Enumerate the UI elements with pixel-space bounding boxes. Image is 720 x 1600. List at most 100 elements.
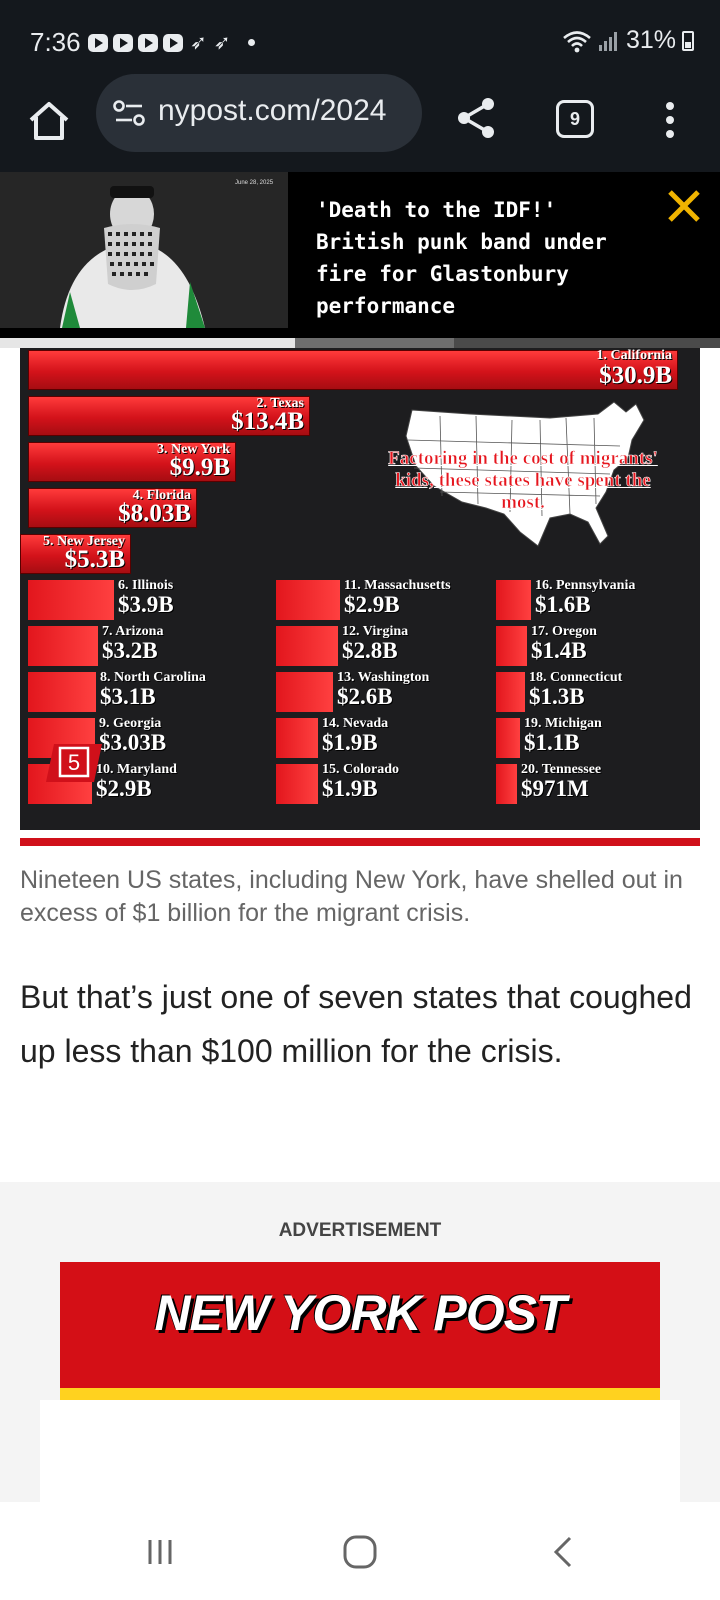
us-map-graphic bbox=[405, 401, 645, 547]
banner-progress-bar bbox=[0, 338, 720, 348]
banner-headline[interactable]: 'Death to the IDF!' British punk band un… bbox=[316, 198, 607, 318]
chart-value-label: $2.8B bbox=[342, 638, 398, 663]
recent-apps-icon[interactable] bbox=[140, 1532, 180, 1572]
ad-loading-overlay bbox=[40, 1400, 680, 1502]
chart-category-label: 17. Oregon bbox=[531, 624, 597, 639]
chart-category-label: 12. Virgina bbox=[342, 624, 409, 639]
chart-value-label: $8.03B bbox=[118, 500, 191, 527]
chart-bar bbox=[496, 718, 520, 758]
tab-switcher-button[interactable]: 9 bbox=[556, 100, 594, 138]
chart-value-label: $1.4B bbox=[531, 638, 587, 663]
chart-category-label: 18. Connecticut bbox=[529, 670, 623, 685]
chart-category-label: 3. New York bbox=[157, 442, 230, 457]
slide-number-text: 5 bbox=[68, 750, 80, 775]
chart-bar bbox=[28, 396, 310, 436]
notification-icons: ➶ ➶ bbox=[88, 30, 255, 55]
youtube-icon bbox=[113, 33, 133, 52]
url-text[interactable]: nypost.com/2024 bbox=[158, 94, 387, 127]
chart-category-label: 13. Washington bbox=[337, 670, 430, 685]
chart-value-label: $2.9B bbox=[344, 592, 400, 617]
chart-category-label: 14. Nevada bbox=[322, 716, 389, 731]
chart-bar bbox=[28, 580, 114, 620]
advertisement-label: ADVERTISEMENT bbox=[278, 1220, 442, 1241]
chart-bar bbox=[276, 764, 318, 804]
wifi-icon bbox=[563, 30, 591, 52]
chart-category-label: 15. Colorado bbox=[322, 762, 399, 777]
chart-bar bbox=[276, 580, 340, 620]
chart-value-label: $1.1B bbox=[524, 730, 580, 755]
image-caption: Nineteen US states, including New York, … bbox=[20, 866, 683, 927]
chart-value-label: $9.9B bbox=[169, 454, 230, 481]
home-nav-icon[interactable] bbox=[340, 1532, 380, 1572]
status-bar: 7:36 ➶ ➶ 31% bbox=[0, 0, 720, 80]
chart-value-label: $1.9B bbox=[322, 776, 378, 801]
chart-bar bbox=[496, 764, 517, 804]
chart-category-label: 16. Pennsylvania bbox=[535, 578, 636, 593]
news-banner[interactable]: June 28, 2025 'Death to the IDF!' Britis… bbox=[0, 172, 720, 342]
chart-bar bbox=[276, 718, 318, 758]
chart-category-label: 2. Texas bbox=[256, 396, 304, 411]
chart-category-label: 6. Illinois bbox=[118, 578, 174, 593]
chart-category-label: 8. North Carolina bbox=[100, 670, 206, 685]
chart-category-label: 7. Arizona bbox=[102, 624, 164, 639]
chart-value-label: $3.9B bbox=[118, 592, 174, 617]
chart-bar bbox=[28, 350, 678, 390]
home-icon[interactable] bbox=[26, 98, 72, 144]
chart-bar bbox=[28, 626, 98, 666]
slide-number-badge[interactable]: 5 bbox=[44, 740, 104, 786]
chart-value-label: $3.2B bbox=[102, 638, 158, 663]
site-settings-icon[interactable] bbox=[112, 98, 146, 128]
chart-value-label: $3.03B bbox=[99, 730, 167, 755]
chart-bar bbox=[496, 672, 525, 712]
chart-category-label: 4. Florida bbox=[132, 488, 191, 503]
banner-thumbnail[interactable]: June 28, 2025 bbox=[0, 172, 288, 328]
chart-category-label: 5. New Jersey bbox=[42, 534, 125, 549]
share-icon[interactable] bbox=[452, 94, 500, 142]
chart-bar bbox=[20, 534, 131, 574]
migrant-cost-graphic: Factoring in the cost of migrants' kids,… bbox=[20, 348, 700, 830]
chart-value-label: $971M bbox=[521, 776, 589, 801]
chart-bar bbox=[276, 626, 338, 666]
status-time: 7:36 bbox=[30, 27, 81, 57]
overflow-menu-icon[interactable] bbox=[660, 96, 680, 144]
close-icon[interactable] bbox=[664, 186, 704, 226]
chart-value-label: $1.3B bbox=[529, 684, 585, 709]
thumbnail-date: June 28, 2025 bbox=[235, 180, 274, 186]
protester-photo bbox=[0, 172, 288, 328]
telegram-icon: ➶ bbox=[190, 32, 207, 54]
ad-logo-text: NEW YORK POST bbox=[154, 1285, 566, 1341]
chart-value-label: $1.9B bbox=[322, 730, 378, 755]
chart-bar bbox=[28, 672, 96, 712]
chart-category-label: 10. Maryland bbox=[96, 762, 177, 777]
back-icon[interactable] bbox=[544, 1532, 584, 1572]
chart-title: Factoring in the cost of migrants' kids,… bbox=[388, 448, 658, 514]
chart-value-label: $3.1B bbox=[100, 684, 156, 709]
article-paragraph: But that’s just one of seven states that… bbox=[20, 979, 692, 1069]
chart-bar bbox=[496, 580, 531, 620]
chart-bar bbox=[28, 488, 197, 528]
chart-category-label: 1. California bbox=[596, 348, 672, 363]
signal-icon bbox=[598, 31, 617, 51]
youtube-icon bbox=[88, 33, 108, 52]
youtube-icon bbox=[138, 33, 158, 52]
more-notifications-dot-icon bbox=[247, 39, 255, 46]
chart-value-label: $2.9B bbox=[96, 776, 152, 801]
chart-category-label: 11. Massachusetts bbox=[344, 578, 451, 593]
chart-value-label: $5.3B bbox=[64, 546, 125, 573]
chart-category-label: 9. Georgia bbox=[99, 716, 162, 731]
telegram-icon: ➶ bbox=[213, 32, 231, 54]
banner-progress-fill bbox=[0, 338, 295, 348]
divider-rule bbox=[20, 838, 700, 846]
chart-bar bbox=[28, 442, 236, 482]
status-right: 31% bbox=[562, 26, 694, 55]
banner-progress-rest bbox=[454, 338, 720, 348]
youtube-icon bbox=[163, 33, 183, 52]
chart-value-label: $30.9B bbox=[599, 362, 672, 389]
chart-bar bbox=[496, 626, 527, 666]
chart-value-label: $2.6B bbox=[337, 684, 393, 709]
chart-category-label: 20. Tennessee bbox=[521, 762, 602, 777]
system-nav-bar bbox=[0, 1502, 720, 1600]
address-bar[interactable]: nypost.com/2024 bbox=[96, 74, 422, 152]
chart-value-label: $1.6B bbox=[535, 592, 591, 617]
